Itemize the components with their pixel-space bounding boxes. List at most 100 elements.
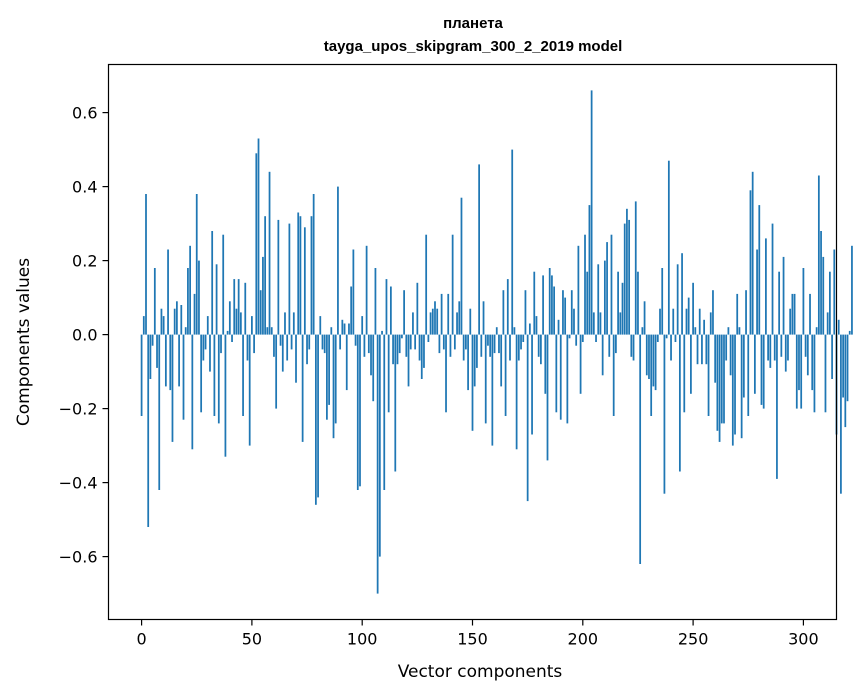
bar: [418, 334, 421, 361]
bar: [522, 334, 525, 342]
bar: [354, 334, 357, 346]
bar: [394, 334, 397, 472]
bar: [762, 334, 765, 409]
bar: [348, 323, 350, 335]
bar: [167, 249, 169, 335]
bar: [670, 334, 672, 361]
bar: [361, 316, 364, 335]
bar: [694, 327, 697, 335]
bar: [822, 256, 825, 335]
bar: [712, 290, 714, 335]
bar: [610, 234, 613, 335]
bar: [751, 171, 754, 335]
bar: [714, 334, 717, 383]
bar: [301, 334, 304, 442]
bar: [588, 205, 591, 335]
bar: [707, 334, 710, 416]
y-axis-ticks: −0.6 −0.4 −0.2 0.0 0.2 0.4 0.6: [59, 104, 109, 567]
bar: [498, 334, 500, 354]
x-tick-label: 300: [788, 630, 819, 649]
bar: [231, 334, 233, 342]
bar: [403, 290, 405, 335]
bar: [736, 293, 739, 335]
bar: [621, 282, 624, 335]
bar: [180, 305, 183, 335]
bar: [217, 334, 220, 424]
bar: [156, 334, 158, 368]
bar: [228, 301, 231, 335]
x-tick-label: 200: [568, 630, 599, 649]
bar: [350, 286, 353, 335]
y-tick-label: 0.6: [72, 104, 97, 123]
x-tick-label: 250: [678, 630, 709, 649]
x-tick-label: 50: [242, 630, 262, 649]
bar: [226, 330, 229, 335]
bar: [663, 334, 666, 494]
y-tick-label: 0.4: [72, 178, 97, 197]
bar: [275, 334, 278, 409]
bar: [370, 334, 372, 376]
bar: [740, 334, 743, 439]
bar: [729, 334, 732, 376]
bar: [193, 293, 196, 335]
bar: [829, 271, 831, 335]
bar: [665, 334, 668, 339]
bar: [191, 334, 194, 450]
bar: [270, 327, 273, 335]
bar: [727, 327, 730, 335]
bar: [650, 334, 653, 416]
bar: [438, 334, 441, 354]
bar: [489, 334, 492, 357]
bar: [813, 334, 816, 413]
bar: [504, 334, 507, 416]
y-axis-label: Components values: [14, 258, 34, 426]
bar: [378, 334, 381, 557]
bar: [773, 334, 776, 361]
bar: [685, 308, 688, 335]
bar: [683, 334, 686, 413]
bar: [257, 138, 260, 335]
bar: [365, 245, 368, 335]
bar: [262, 256, 264, 335]
bar: [524, 290, 527, 335]
bar: [376, 334, 379, 594]
bar: [471, 334, 474, 431]
bar: [281, 334, 284, 372]
bar: [742, 334, 745, 398]
bar: [178, 334, 180, 387]
bar: [436, 308, 439, 335]
bar: [806, 334, 809, 376]
bar: [401, 334, 403, 339]
bar: [330, 327, 333, 335]
bar: [656, 334, 659, 342]
bar: [513, 327, 516, 335]
bar: [709, 312, 712, 335]
bar-series: [140, 90, 853, 594]
bar: [692, 282, 694, 335]
bar: [509, 334, 511, 361]
bar: [359, 334, 361, 487]
bar: [540, 334, 542, 365]
bar: [542, 275, 544, 335]
bar: [246, 334, 249, 361]
bar: [791, 293, 794, 335]
x-axis-ticks: 0 50 100 150 200 250 300: [136, 619, 819, 649]
bar: [586, 271, 589, 335]
bar: [319, 316, 322, 335]
bar: [601, 334, 604, 376]
bar: [363, 334, 366, 357]
bar: [597, 264, 600, 335]
x-tick-label: 150: [457, 630, 488, 649]
bar: [383, 334, 386, 490]
bar: [295, 334, 297, 383]
y-tick-label: −0.2: [59, 400, 98, 419]
bar: [595, 334, 597, 342]
bar: [242, 334, 244, 416]
bar: [837, 319, 840, 335]
bar: [789, 308, 792, 335]
bar: [718, 334, 721, 442]
bar: [782, 256, 785, 335]
bar: [173, 308, 176, 335]
bar: [820, 231, 822, 335]
bar: [623, 223, 626, 335]
